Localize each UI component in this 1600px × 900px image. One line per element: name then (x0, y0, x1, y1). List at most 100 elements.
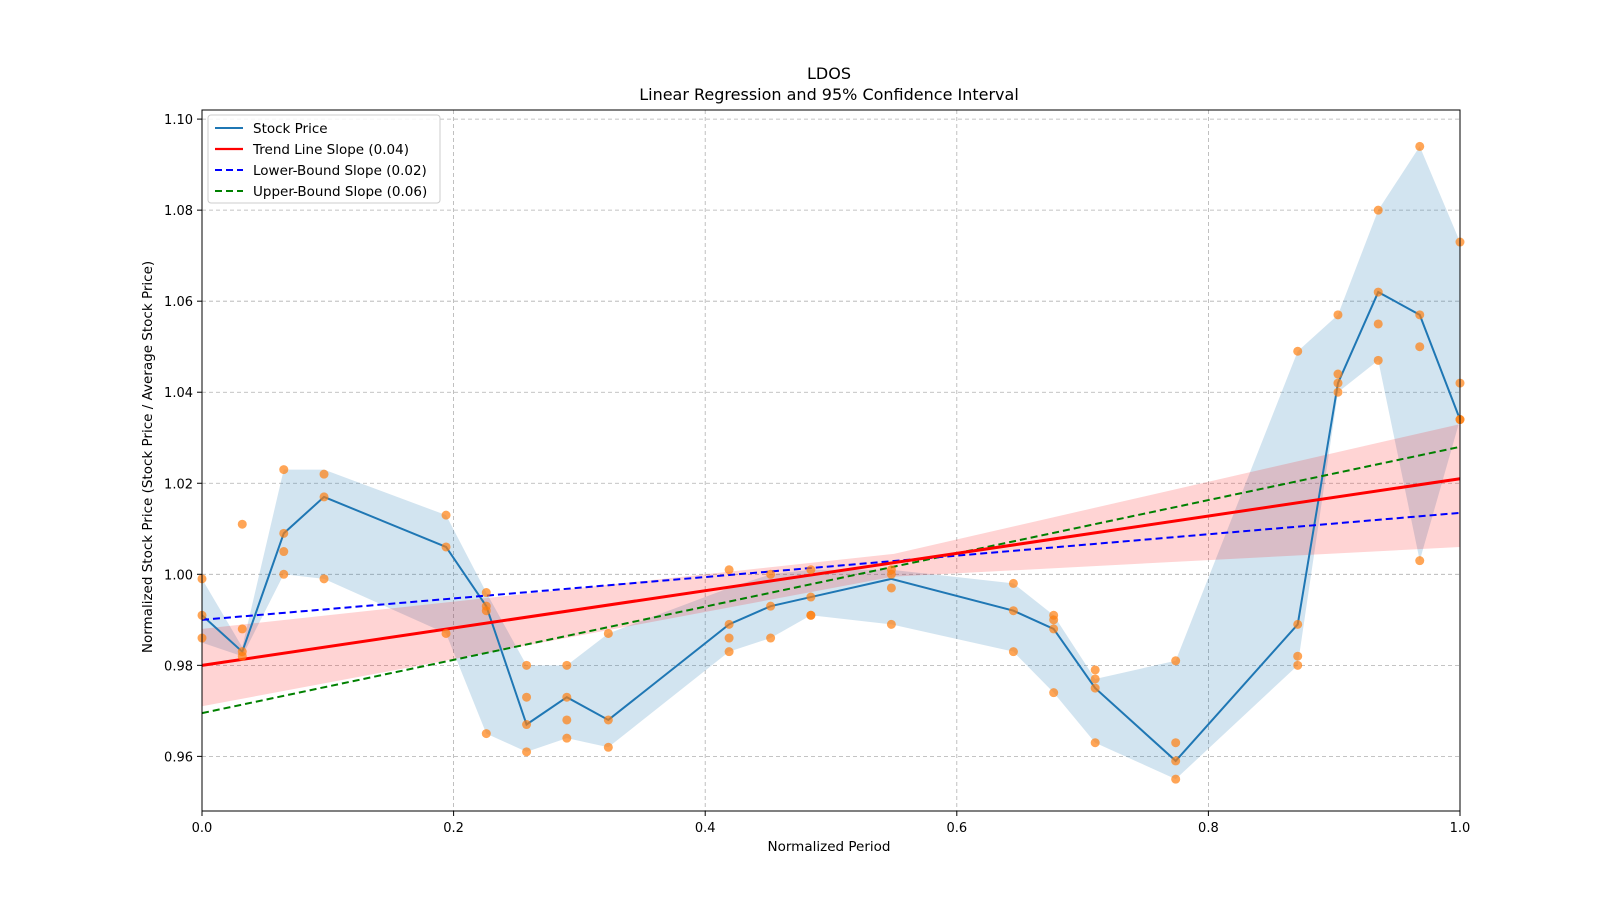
legend-label-upper-bound: Upper-Bound Slope (0.06) (253, 184, 427, 200)
scatter-point (237, 651, 247, 661)
scatter-point (319, 492, 329, 502)
scatter-point (481, 606, 491, 616)
y-tick-label: 1.00 (164, 568, 193, 583)
scatter-point (886, 619, 896, 629)
scatter-point (1415, 141, 1425, 151)
x-axis-label: Normalized Period (768, 839, 891, 855)
scatter-point (1373, 355, 1383, 365)
scatter-point (1293, 346, 1303, 356)
axes: 0.0 0.2 0.4 0.6 0.8 1.0 0.96 0.98 1.00 1.02 1.04 1.… (164, 109, 1471, 836)
y-axis-label: Normalized Stock Price (Stock Price / Av… (140, 261, 156, 653)
scatter-point (562, 692, 572, 702)
series-lines (201, 290, 1461, 763)
scatter-point (522, 660, 532, 670)
confidence-bands (202, 146, 1460, 780)
y-tick-label: 0.98 (164, 659, 193, 674)
x-tick-label: 0.4 (695, 821, 716, 836)
scatter-point (603, 628, 613, 638)
scatter-point (1415, 310, 1425, 320)
scatter-point (279, 569, 289, 579)
x-tick-label: 0.6 (946, 821, 967, 836)
scatter-point (1049, 624, 1059, 634)
scatter-point (1373, 319, 1383, 329)
scatter-point (522, 747, 532, 757)
scatter-point (522, 692, 532, 702)
scatter-point (562, 715, 572, 725)
x-tick-label: 0.2 (443, 821, 464, 836)
scatter-point (1008, 647, 1018, 657)
scatter-point (724, 647, 734, 657)
scatter-point (603, 715, 613, 725)
y-tick-label: 1.02 (164, 477, 193, 492)
scatter-point (1171, 738, 1181, 748)
x-tick-label: 0.8 (1198, 821, 1219, 836)
scatter-point (1415, 342, 1425, 352)
scatter-point (1293, 651, 1303, 661)
scatter-point (1373, 205, 1383, 215)
scatter-point (1049, 688, 1059, 698)
upper-bound-slope-line (201, 445, 1461, 715)
legend-label-trend-line: Trend Line Slope (0.04) (252, 142, 409, 158)
scatter-point (441, 542, 451, 552)
scatter-point (1171, 774, 1181, 784)
scatter-point (1090, 665, 1100, 675)
legend-label-stock-price: Stock Price (253, 121, 328, 137)
scatter-point (279, 547, 289, 557)
scatter-point (886, 583, 896, 593)
scatter-point (724, 619, 734, 629)
scatter-point (481, 588, 491, 598)
stock-price-confidence-band (202, 146, 1460, 780)
y-tick-label: 1.08 (164, 204, 193, 219)
scatter-point (319, 469, 329, 479)
x-tick-label: 1.0 (1450, 821, 1471, 836)
y-tick-label: 1.10 (164, 113, 193, 128)
scatter-point (1333, 387, 1343, 397)
y-tick-label: 1.04 (164, 386, 193, 401)
y-tick-label: 1.06 (164, 295, 193, 310)
scatter-point (1171, 756, 1181, 766)
scatter-point (1415, 556, 1425, 566)
scatter-point (1090, 683, 1100, 693)
legend-label-lower-bound: Lower-Bound Slope (0.02) (253, 163, 427, 179)
y-tick-label: 0.96 (164, 750, 193, 765)
scatter-point (766, 633, 776, 643)
scatter-point (279, 528, 289, 538)
scatter-point (1293, 619, 1303, 629)
plot-frame (201, 109, 1461, 812)
scatter-point (886, 569, 896, 579)
scatter-point (1090, 738, 1100, 748)
stock-price-line (201, 290, 1461, 763)
scatter-point (1008, 578, 1018, 588)
x-tick-label: 0.0 (192, 821, 213, 836)
scatter-point (319, 574, 329, 584)
scatter-points (197, 141, 1465, 784)
scatter-point (806, 565, 816, 575)
scatter-point (766, 569, 776, 579)
legend-box (207, 114, 441, 204)
scatter-point (1333, 310, 1343, 320)
trend-line-confidence-band (202, 424, 1460, 707)
scatter-point (522, 720, 532, 730)
scatter-point (562, 660, 572, 670)
scatter-point (603, 742, 613, 752)
scatter-point (237, 519, 247, 529)
scatter-point (279, 465, 289, 475)
scatter-point (1171, 656, 1181, 666)
scatter-point (724, 633, 734, 643)
scatter-point (481, 729, 491, 739)
scatter-point (1333, 378, 1343, 388)
scatter-point (441, 628, 451, 638)
scatter-point (562, 733, 572, 743)
scatter-point (806, 592, 816, 602)
legend: Stock Price Trend Line Slope (0.04) Lowe… (207, 114, 441, 204)
scatter-point (806, 610, 816, 620)
scatter-point (1008, 606, 1018, 616)
scatter-point (766, 601, 776, 611)
scatter-point (441, 510, 451, 520)
scatter-point (1293, 660, 1303, 670)
scatter-point (1090, 674, 1100, 684)
scatter-point (1049, 615, 1059, 625)
chart-title: LDOS (807, 64, 851, 83)
chart-subtitle: Linear Regression and 95% Confidence Int… (639, 85, 1019, 104)
